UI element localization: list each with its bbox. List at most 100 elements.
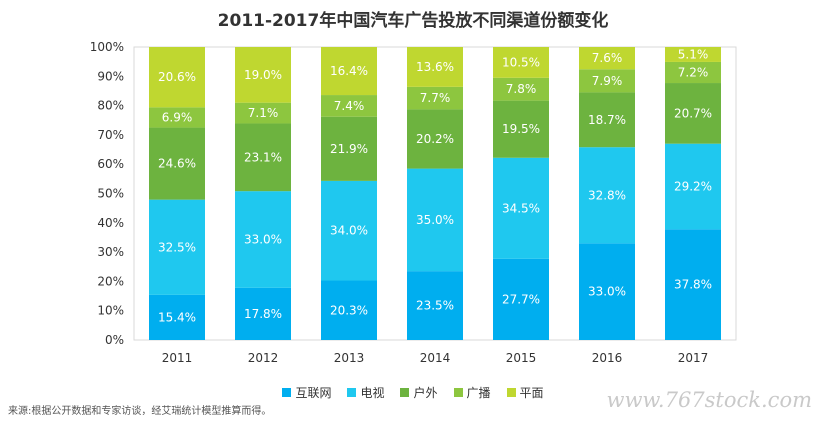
watermark-text: www.767stock.com [606, 388, 812, 412]
legend-item: 广播 [453, 384, 491, 401]
y-tick-label: 10% [97, 304, 124, 318]
data-label: 7.8% [506, 82, 537, 96]
data-label: 17.8% [244, 307, 282, 321]
x-tick-label: 2012 [248, 351, 279, 365]
data-label: 20.2% [416, 132, 454, 146]
data-label: 20.6% [158, 70, 196, 84]
legend-swatch [347, 388, 357, 397]
chart-legend: 互联网 电视 户外 广播 平面 [0, 384, 826, 401]
data-label: 7.1% [248, 106, 279, 120]
legend-label: 互联网 [295, 386, 332, 400]
bar-segment-平面-2016 [579, 47, 635, 70]
legend-item: 电视 [347, 384, 384, 401]
bar-segment-电视-2011 [149, 199, 205, 295]
bar-segment-广播-2017 [665, 61, 721, 84]
data-label: 15.4% [158, 310, 196, 324]
bar-segment-互联网-2013 [321, 280, 377, 340]
data-label: 21.9% [330, 142, 368, 156]
bar-segment-电视-2013 [321, 180, 377, 281]
data-label: 37.8% [674, 278, 712, 292]
data-label: 29.2% [674, 179, 712, 193]
bar-segment-广播-2013 [321, 95, 377, 117]
data-label: 7.7% [420, 91, 451, 105]
data-label: 5.1% [678, 47, 709, 61]
bar-segment-户外-2017 [665, 83, 721, 144]
bar-segment-电视-2012 [235, 191, 291, 288]
bar-segment-户外-2013 [321, 116, 377, 181]
bar-segment-互联网-2011 [149, 294, 205, 340]
data-label: 34.0% [330, 224, 368, 238]
y-tick-label: 20% [97, 274, 124, 288]
data-label: 27.7% [502, 292, 540, 306]
data-label: 23.1% [244, 150, 282, 164]
bar-segment-户外-2014 [407, 109, 463, 169]
bar-segment-平面-2013 [321, 47, 377, 96]
data-label: 10.5% [502, 55, 540, 69]
chart-axes: 0% 10% 20% 30% 40% 50% 60% 70% 80% 90% 100% 2011 201… [90, 40, 737, 365]
data-label: 24.6% [158, 157, 196, 171]
bar-segment-平面-2015 [493, 47, 549, 78]
bar-segment-户外-2015 [493, 100, 549, 158]
data-label: 33.0% [588, 285, 626, 299]
data-label: 16.4% [330, 64, 368, 78]
data-label: 33.0% [244, 233, 282, 247]
bar-segment-户外-2016 [579, 92, 635, 148]
bar-segment-平面-2012 [235, 47, 291, 103]
legend-label: 户外 [413, 386, 438, 400]
chart-bars [149, 47, 721, 340]
legend-label: 平面 [519, 386, 544, 400]
data-label: 18.7% [588, 113, 626, 127]
data-label: 32.5% [158, 240, 196, 254]
bar-segment-电视-2015 [493, 157, 549, 259]
x-tick-label: 2011 [162, 351, 193, 365]
bar-segment-互联网-2015 [493, 258, 549, 340]
legend-label: 电视 [360, 386, 385, 400]
bar-segment-电视-2016 [579, 147, 635, 244]
bar-segment-电视-2017 [665, 143, 721, 230]
bar-segment-平面-2011 [149, 47, 205, 108]
y-tick-label: 90% [97, 69, 124, 83]
bar-segment-平面-2014 [407, 47, 463, 87]
data-label: 7.6% [592, 51, 623, 65]
data-label: 32.8% [588, 188, 626, 202]
y-tick-label: 0% [105, 333, 124, 347]
x-tick-label: 2013 [334, 351, 365, 365]
bar-segment-户外-2011 [149, 127, 205, 200]
data-label: 7.2% [678, 65, 709, 79]
legend-item: 平面 [506, 384, 544, 401]
data-label: 19.0% [244, 68, 282, 82]
y-tick-label: 30% [97, 245, 124, 259]
y-tick-label: 60% [97, 157, 124, 171]
legend-label: 广播 [466, 386, 491, 400]
data-label: 20.3% [330, 303, 368, 317]
y-tick-label: 70% [97, 128, 124, 142]
bar-segment-互联网-2017 [665, 229, 721, 340]
legend-item: 户外 [400, 384, 438, 401]
legend-swatch [453, 388, 463, 397]
bar-segment-广播-2012 [235, 102, 291, 124]
bar-segment-互联网-2014 [407, 271, 463, 340]
y-tick-label: 80% [97, 99, 124, 113]
data-label: 23.5% [416, 299, 454, 313]
data-label: 20.7% [674, 106, 712, 120]
x-tick-label: 2017 [678, 351, 709, 365]
data-label: 19.5% [502, 122, 540, 136]
bar-segment-广播-2016 [579, 69, 635, 93]
bar-segment-户外-2012 [235, 123, 291, 192]
data-label: 34.5% [502, 201, 540, 215]
x-tick-label: 2014 [420, 351, 451, 365]
data-label: 13.6% [416, 60, 454, 74]
legend-swatch [506, 388, 516, 397]
bar-segment-互联网-2016 [579, 243, 635, 340]
chart-data-labels: 15.4% 32.5% 24.6% 6.9% 20.6% 17.8% 33.0% 23.1% 7… [158, 47, 712, 324]
legend-swatch [400, 388, 410, 397]
x-tick-label: 2015 [506, 351, 537, 365]
data-label: 7.9% [592, 74, 623, 88]
chart-title: 2011-2017年中国汽车广告投放不同渠道份额变化 [217, 11, 609, 31]
bar-segment-互联网-2012 [235, 287, 291, 340]
bar-segment-广播-2015 [493, 77, 549, 101]
legend-swatch [282, 388, 292, 397]
data-label: 7.4% [334, 99, 365, 113]
bar-segment-广播-2014 [407, 86, 463, 110]
